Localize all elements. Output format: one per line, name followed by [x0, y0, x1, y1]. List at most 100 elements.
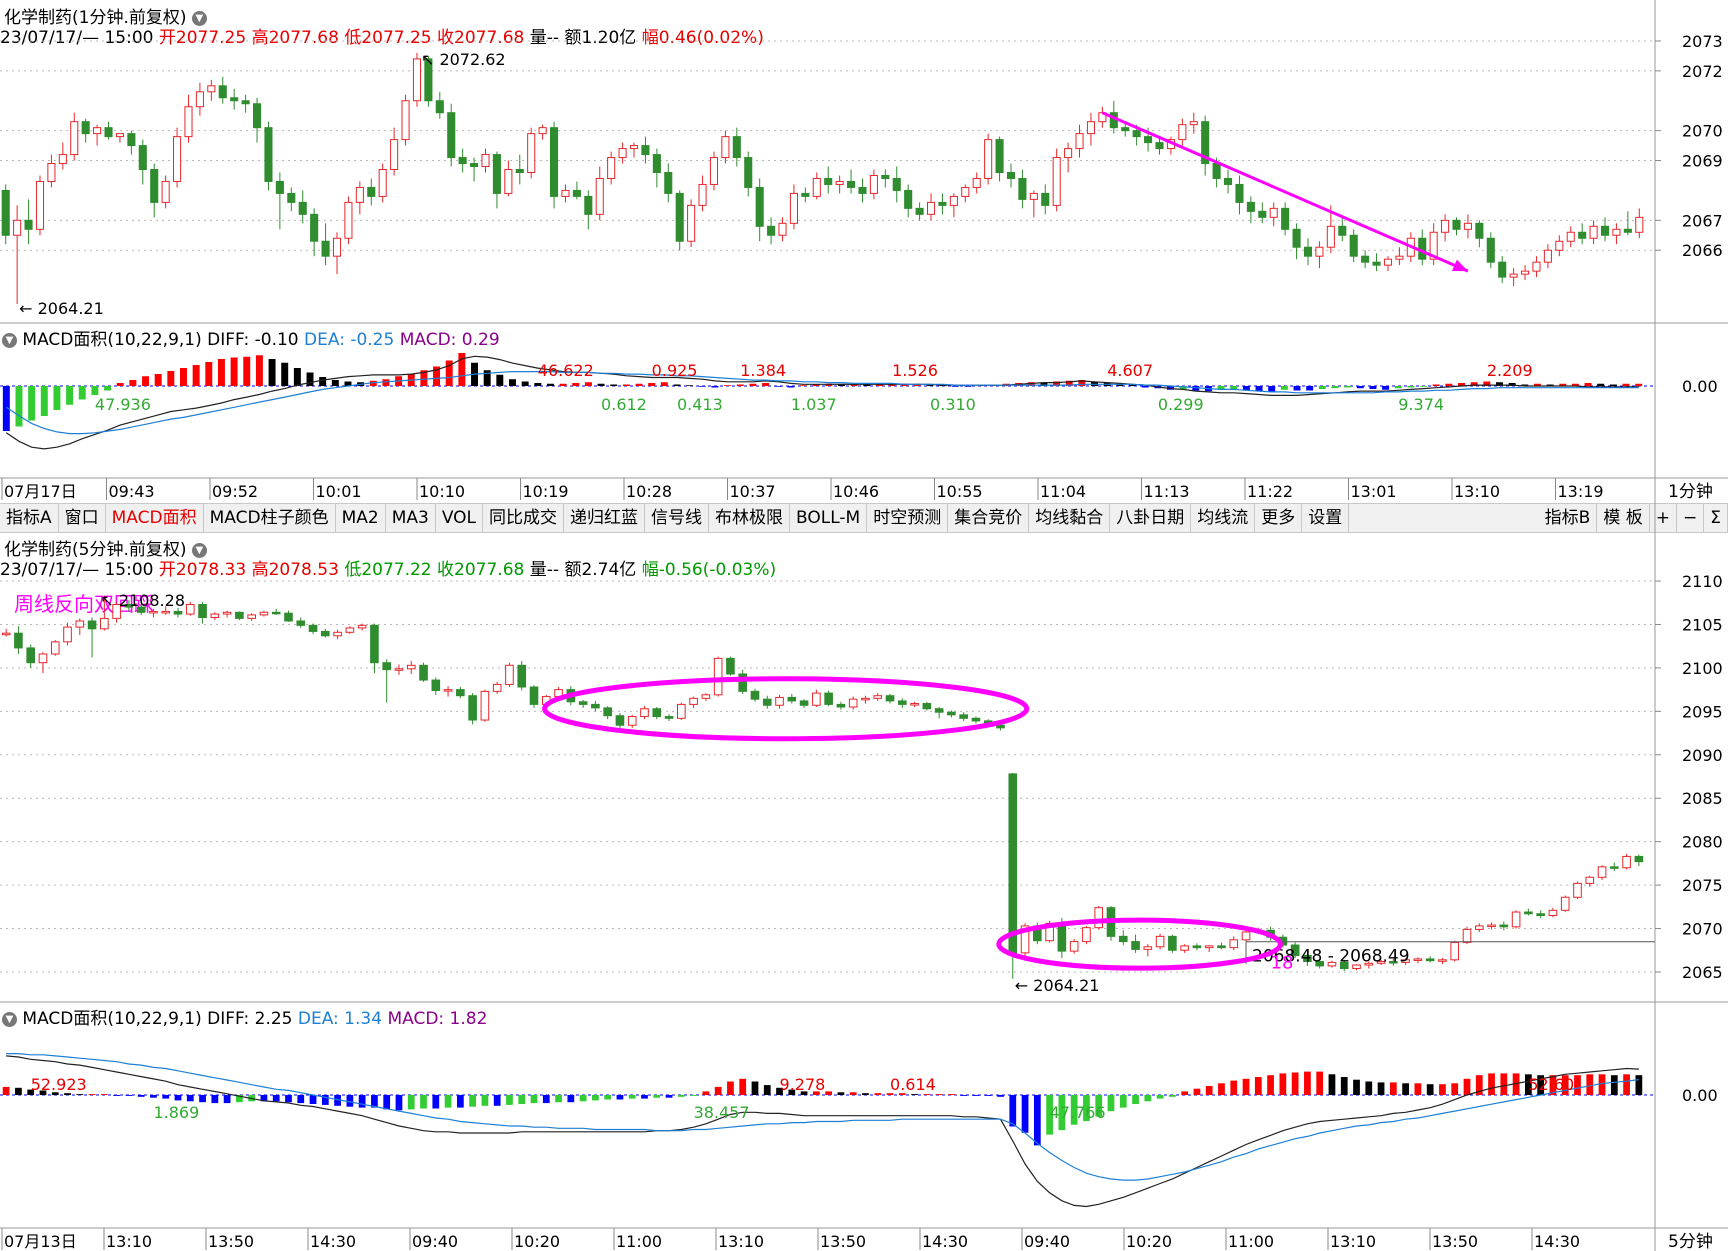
p1-time-label: 10:01 [316, 482, 362, 501]
p2-candle-body [406, 664, 416, 670]
p1-candle-body [492, 154, 501, 194]
p1-y-tick-label: 2069 [1682, 152, 1723, 171]
p1-candle-body [390, 139, 399, 171]
p2-candle-body [1192, 945, 1202, 949]
p2-candle-body [345, 627, 355, 633]
p2-candle-body [1315, 961, 1324, 967]
p1-candle-body [435, 100, 444, 114]
panel1-high: 高2077.68 [251, 28, 339, 48]
p2-candle-body [1057, 922, 1067, 952]
p1-candle-body [664, 171, 673, 194]
p2-candle-body [1094, 907, 1104, 929]
p2-macd-label: 52.60 [1528, 1075, 1574, 1094]
toolbar-right-2[interactable]: + [1650, 504, 1677, 532]
p1-candle-body [1589, 225, 1598, 239]
p2-candle-body [382, 662, 392, 671]
toolbar-right-3[interactable]: − [1677, 504, 1705, 532]
p1-macd-zero-label: 0.00 [1682, 377, 1718, 396]
p1-candle-body [801, 192, 810, 197]
toolbar-right-1[interactable]: 模 板 [1597, 504, 1650, 532]
p2-candle-body [1634, 855, 1644, 863]
p1-candle-body [355, 186, 364, 203]
p2-candle-body [1487, 924, 1496, 928]
p1-candle-body [732, 136, 741, 159]
toolbar-item-0[interactable]: 指标A [0, 504, 59, 532]
p1-candle-body [504, 169, 513, 194]
panel2-dropdown-icon[interactable]: ▼ [191, 542, 207, 558]
p1-time-label: 11:13 [1144, 482, 1190, 501]
p1-candle-body [298, 201, 307, 215]
toolbar-item-4[interactable]: MA2 [336, 504, 386, 532]
p1-candle-body [995, 139, 1004, 173]
toolbar-item-6[interactable]: VOL [436, 504, 484, 532]
p1-candle-body [1189, 121, 1198, 126]
p1-candle-body [572, 189, 581, 197]
p1-macd-label: 46.622 [538, 361, 594, 380]
p1-candle-body [1543, 249, 1552, 263]
p1-candle-body [424, 58, 433, 102]
p1-candle-body [858, 186, 867, 194]
p1-trend-arrowhead [1451, 259, 1468, 272]
panel2-high: 高2078.53 [251, 560, 339, 580]
p2-candle-body [1, 632, 11, 636]
p2-candle-body [492, 683, 502, 692]
p1-candle-body [47, 163, 56, 182]
p1-candle-body [470, 163, 479, 168]
toolbar-item-16[interactable]: 均线流 [1191, 504, 1256, 532]
p1-candle-body [1132, 130, 1141, 138]
p2-candle-body [934, 708, 944, 713]
p1-macd-label: 0.310 [930, 395, 976, 414]
p1-candle-body [687, 204, 696, 242]
p2-candle-body [1082, 927, 1091, 943]
p1-candle-body [447, 112, 456, 159]
toolbar-item-5[interactable]: MA3 [386, 504, 436, 532]
toolbar-item-10[interactable]: 布林极限 [709, 504, 791, 532]
p1-candle-body [58, 154, 67, 165]
toolbar-item-1[interactable]: 窗口 [59, 504, 106, 532]
macd2-collapse-icon[interactable]: ▼ [2, 1011, 17, 1027]
p2-candle-body [1597, 866, 1607, 878]
toolbar-item-18[interactable]: 设置 [1302, 504, 1350, 532]
p2-candle-body [1008, 773, 1018, 954]
toolbar-right-0[interactable]: 指标B [1539, 504, 1598, 532]
toolbar-item-9[interactable]: 信号线 [645, 504, 710, 532]
p1-time-label: 13:19 [1558, 482, 1604, 501]
toolbar-item-7[interactable]: 同比成交 [483, 504, 565, 532]
panel1-macd-diff: DIFF: -0.10 [207, 330, 299, 350]
toolbar-item-8[interactable]: 递归红蓝 [564, 504, 646, 532]
toolbar-item-17[interactable]: 更多 [1255, 504, 1303, 532]
p2-candle-body [971, 717, 981, 722]
p2-candle-body [370, 624, 379, 664]
p1-time-label: 10:55 [937, 482, 983, 501]
panel2-low: 低2077.22 [344, 560, 432, 580]
p1-candle-body [173, 136, 182, 182]
toolbar-item-3[interactable]: MACD柱子颜色 [204, 504, 336, 532]
p1-time-label: 07月17日 [4, 482, 77, 501]
p1-macd-label: 0.299 [1158, 395, 1204, 414]
macd-collapse-icon[interactable]: ▼ [2, 332, 17, 348]
toolbar-item-13[interactable]: 集合竞价 [948, 504, 1030, 532]
p2-candle-body [615, 715, 625, 726]
p1-candle-body [1029, 192, 1038, 200]
toolbar-item-15[interactable]: 八卦日期 [1110, 504, 1192, 532]
p2-time-label: 14:30 [922, 1232, 968, 1251]
p1-time-label: 11:04 [1040, 482, 1086, 501]
p2-macd-label: 0.614 [890, 1075, 936, 1094]
toolbar-item-2[interactable]: MACD面积 [106, 504, 204, 532]
p1-candle-body [1269, 207, 1278, 218]
toolbar-item-12[interactable]: 时空预测 [867, 504, 949, 532]
panel1-dropdown-icon[interactable]: ▼ [191, 10, 207, 26]
p1-candle-body [835, 180, 844, 185]
p2-candle-body [922, 703, 932, 710]
p2-candle-body [897, 700, 907, 705]
p1-candle-body [881, 174, 890, 179]
p2-candle-body [885, 695, 895, 702]
p1-candle-body [652, 154, 661, 173]
p2-candle-body [947, 711, 956, 716]
p2-y-tick-label: 2090 [1682, 746, 1723, 765]
toolbar-item-14[interactable]: 均线黏合 [1029, 504, 1111, 532]
panel1-close: 收2077.68 [437, 28, 525, 48]
p1-candle-body [584, 195, 593, 215]
p2-candle-body [321, 630, 330, 637]
toolbar-item-11[interactable]: BOLL-M [790, 504, 868, 532]
